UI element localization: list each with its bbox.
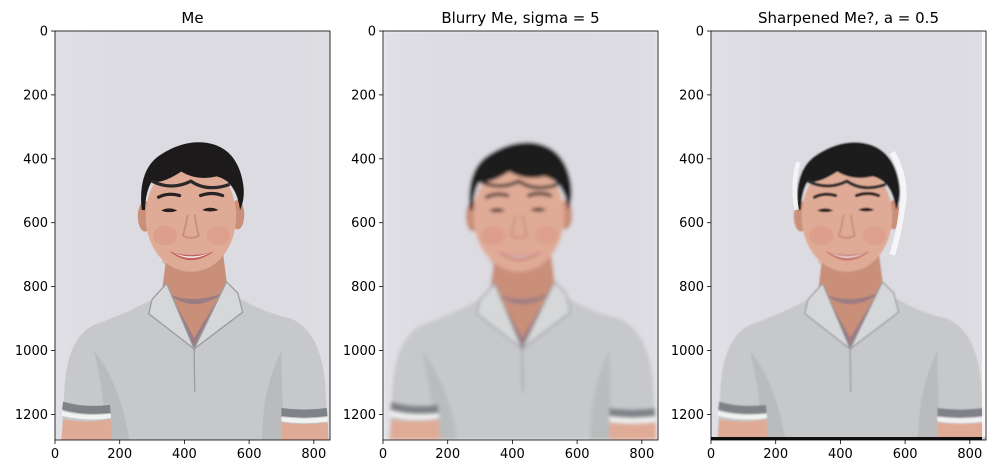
y-tick-label: 600 (351, 216, 376, 231)
y-tick-label: 400 (351, 152, 376, 167)
x-tick-label: 0 (707, 447, 715, 462)
y-tick-label: 1200 (15, 408, 48, 423)
x-tick-label: 200 (763, 447, 788, 462)
x-tick-label: 800 (301, 447, 326, 462)
blurred-portrait-photo (383, 31, 658, 440)
x-tick-label: 400 (500, 447, 525, 462)
x-tick-label: 600 (237, 447, 262, 462)
y-tick-label: 200 (679, 88, 704, 103)
panel-1: Me 0 200 400 600 800 0 200 400 600 800 1000 1200 (15, 9, 331, 462)
x-tick-label: 0 (51, 447, 59, 462)
x-tick-label: 600 (565, 447, 590, 462)
axes-frame (710, 30, 987, 441)
panel-title: Me (181, 9, 203, 27)
y-tick-label: 0 (40, 25, 48, 40)
y-tick-label: 800 (679, 280, 704, 295)
portrait-photo (55, 31, 330, 440)
y-tick-label: 200 (23, 88, 48, 103)
y-tick-label: 800 (351, 280, 376, 295)
y-tick-label: 400 (679, 152, 704, 167)
axes-frame (54, 30, 331, 441)
panel-title: Sharpened Me?, a = 0.5 (758, 9, 939, 27)
x-tick-label: 400 (828, 447, 853, 462)
x-tick-label: 200 (107, 447, 132, 462)
y-tick-label: 1000 (343, 344, 376, 359)
y-tick-label: 400 (23, 152, 48, 167)
panel-title: Blurry Me, sigma = 5 (441, 9, 599, 27)
sharpened-portrait-photo (711, 31, 986, 440)
x-tick-label: 600 (893, 447, 918, 462)
y-tick-label: 800 (23, 280, 48, 295)
x-tick-label: 200 (435, 447, 460, 462)
y-tick-label: 0 (368, 25, 376, 40)
x-tick-label: 800 (957, 447, 982, 462)
y-tick-label: 600 (23, 216, 48, 231)
y-tick-label: 200 (351, 88, 376, 103)
y-tick-label: 1000 (15, 344, 48, 359)
panel-3: Sharpened Me?, a = 0.5 0 200 400 600 800 0 200 4… (671, 9, 987, 462)
y-tick-label: 0 (696, 25, 704, 40)
y-tick-label: 1200 (343, 408, 376, 423)
panel-2: Blurry Me, sigma = 5 0 200 400 600 800 0 200 400… (343, 9, 659, 462)
x-tick-label: 0 (379, 447, 387, 462)
axes-frame (382, 30, 659, 441)
y-tick-label: 600 (679, 216, 704, 231)
y-tick-label: 1000 (671, 344, 704, 359)
x-tick-label: 400 (172, 447, 197, 462)
y-tick-label: 1200 (671, 408, 704, 423)
x-tick-label: 800 (629, 447, 654, 462)
